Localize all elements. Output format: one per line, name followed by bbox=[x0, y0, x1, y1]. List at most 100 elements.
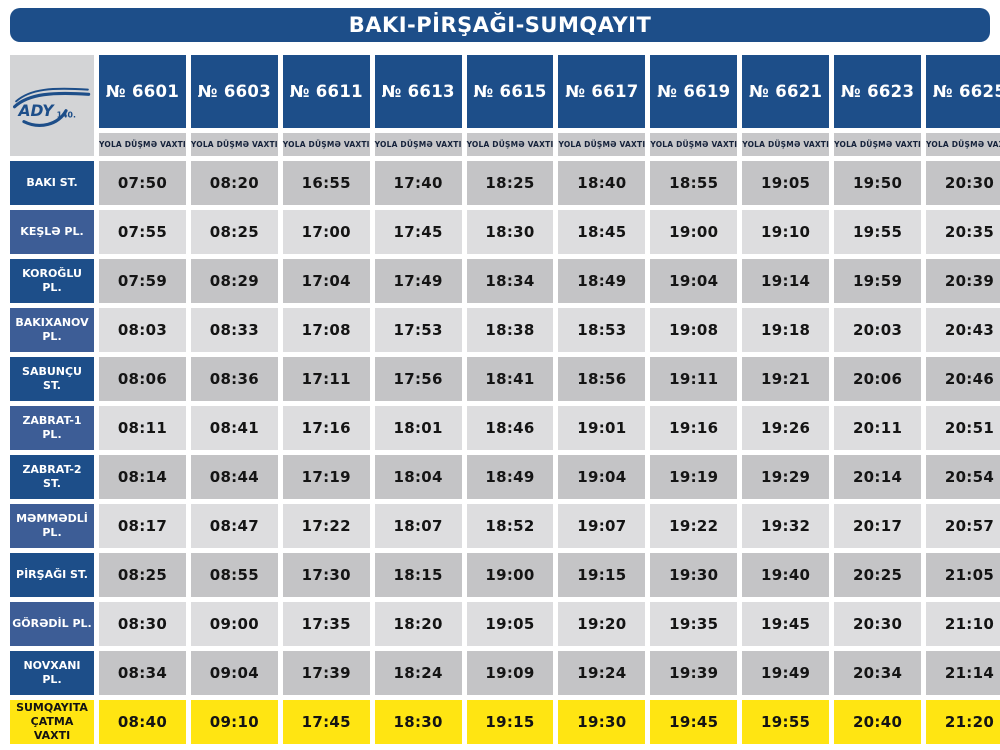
time-cell: 19:16 bbox=[650, 406, 738, 450]
departure-time-label: YOLA DÜŞMƏ VAXTI bbox=[650, 133, 738, 156]
time-cell: 17:00 bbox=[282, 210, 370, 254]
time-cell: 08:47 bbox=[190, 504, 278, 548]
time-cell: 08:33 bbox=[190, 308, 278, 352]
time-cell: 19:18 bbox=[742, 308, 830, 352]
time-cell: 18:49 bbox=[558, 259, 646, 303]
time-cell: 19:15 bbox=[466, 700, 554, 744]
time-cell: 20:51 bbox=[926, 406, 1000, 450]
timetable-grid: ADY 140. № 6601 YOLA DÜŞMƏ VAXTI № 6603 YOL… bbox=[10, 55, 1000, 744]
time-cell: 17:35 bbox=[282, 602, 370, 646]
station-header: ZABRAT-1 PL. bbox=[10, 406, 94, 450]
ady-logo-cell: ADY 140. bbox=[10, 55, 94, 156]
time-cell: 19:01 bbox=[558, 406, 646, 450]
time-cell: 18:52 bbox=[466, 504, 554, 548]
departure-time-label: YOLA DÜŞMƏ VAXTI bbox=[558, 133, 646, 156]
station-header: SUMQAYITA ÇATMA VAXTI bbox=[10, 700, 94, 744]
departure-time-label: YOLA DÜŞMƏ VAXTI bbox=[926, 133, 1000, 156]
time-cell: 20:11 bbox=[834, 406, 922, 450]
time-cell: 18:38 bbox=[466, 308, 554, 352]
time-cell: 08:34 bbox=[99, 651, 186, 695]
time-cell: 07:50 bbox=[99, 161, 186, 205]
train-number-header: № 6601 bbox=[99, 55, 186, 128]
time-cell: 17:45 bbox=[282, 700, 370, 744]
time-cell: 17:56 bbox=[374, 357, 462, 401]
time-cell: 20:03 bbox=[834, 308, 922, 352]
departure-time-label: YOLA DÜŞMƏ VAXTI bbox=[466, 133, 554, 156]
time-cell: 08:44 bbox=[190, 455, 278, 499]
time-cell: 08:20 bbox=[190, 161, 278, 205]
station-header: GÖRƏDİL PL. bbox=[10, 602, 94, 646]
time-cell: 19:10 bbox=[742, 210, 830, 254]
time-cell: 19:22 bbox=[650, 504, 738, 548]
time-cell: 19:19 bbox=[650, 455, 738, 499]
time-cell: 08:41 bbox=[190, 406, 278, 450]
station-header: KEŞLƏ PL. bbox=[10, 210, 94, 254]
time-cell: 19:49 bbox=[742, 651, 830, 695]
departure-time-label: YOLA DÜŞMƏ VAXTI bbox=[742, 133, 830, 156]
time-cell: 18:30 bbox=[466, 210, 554, 254]
time-cell: 18:49 bbox=[466, 455, 554, 499]
time-cell: 21:14 bbox=[926, 651, 1000, 695]
station-header: NOVXANI PL. bbox=[10, 651, 94, 695]
train-number-header: № 6615 bbox=[466, 55, 554, 128]
time-cell: 21:10 bbox=[926, 602, 1000, 646]
time-cell: 19:21 bbox=[742, 357, 830, 401]
time-cell: 19:09 bbox=[466, 651, 554, 695]
time-cell: 18:34 bbox=[466, 259, 554, 303]
time-cell: 19:55 bbox=[742, 700, 830, 744]
time-cell: 20:30 bbox=[926, 161, 1000, 205]
departure-time-label: YOLA DÜŞMƏ VAXTI bbox=[99, 133, 186, 156]
time-cell: 17:22 bbox=[282, 504, 370, 548]
time-cell: 19:00 bbox=[650, 210, 738, 254]
time-cell: 17:45 bbox=[374, 210, 462, 254]
time-cell: 19:04 bbox=[558, 455, 646, 499]
time-cell: 18:30 bbox=[374, 700, 462, 744]
time-cell: 07:55 bbox=[99, 210, 186, 254]
departure-time-label: YOLA DÜŞMƏ VAXTI bbox=[282, 133, 370, 156]
time-cell: 20:30 bbox=[834, 602, 922, 646]
ady-logo-icon: ADY 140. bbox=[13, 87, 91, 127]
time-cell: 19:05 bbox=[742, 161, 830, 205]
time-cell: 19:14 bbox=[742, 259, 830, 303]
station-header: PİRŞAĞI ST. bbox=[10, 553, 94, 597]
departure-time-label: YOLA DÜŞMƏ VAXTI bbox=[834, 133, 922, 156]
time-cell: 20:39 bbox=[926, 259, 1000, 303]
time-cell: 18:07 bbox=[374, 504, 462, 548]
time-cell: 17:04 bbox=[282, 259, 370, 303]
time-cell: 08:40 bbox=[99, 700, 186, 744]
time-cell: 19:15 bbox=[558, 553, 646, 597]
train-number-header: № 6623 bbox=[834, 55, 922, 128]
time-cell: 20:17 bbox=[834, 504, 922, 548]
time-cell: 20:43 bbox=[926, 308, 1000, 352]
time-cell: 21:05 bbox=[926, 553, 1000, 597]
time-cell: 19:35 bbox=[650, 602, 738, 646]
time-cell: 19:50 bbox=[834, 161, 922, 205]
time-cell: 19:26 bbox=[742, 406, 830, 450]
train-number-header: № 6603 bbox=[190, 55, 278, 128]
time-cell: 19:04 bbox=[650, 259, 738, 303]
time-cell: 19:59 bbox=[834, 259, 922, 303]
time-cell: 08:17 bbox=[99, 504, 186, 548]
time-cell: 19:39 bbox=[650, 651, 738, 695]
time-cell: 19:45 bbox=[742, 602, 830, 646]
time-cell: 08:11 bbox=[99, 406, 186, 450]
departure-time-label: YOLA DÜŞMƏ VAXTI bbox=[374, 133, 462, 156]
time-cell: 08:30 bbox=[99, 602, 186, 646]
time-cell: 19:11 bbox=[650, 357, 738, 401]
time-cell: 19:07 bbox=[558, 504, 646, 548]
time-cell: 09:10 bbox=[190, 700, 278, 744]
time-cell: 20:14 bbox=[834, 455, 922, 499]
train-number-header: № 6613 bbox=[374, 55, 462, 128]
time-cell: 07:59 bbox=[99, 259, 186, 303]
train-number-header: № 6621 bbox=[742, 55, 830, 128]
time-cell: 09:00 bbox=[190, 602, 278, 646]
time-cell: 20:57 bbox=[926, 504, 1000, 548]
time-cell: 20:35 bbox=[926, 210, 1000, 254]
time-cell: 20:46 bbox=[926, 357, 1000, 401]
time-cell: 18:25 bbox=[466, 161, 554, 205]
station-header: ZABRAT-2 ST. bbox=[10, 455, 94, 499]
time-cell: 16:55 bbox=[282, 161, 370, 205]
time-cell: 18:15 bbox=[374, 553, 462, 597]
time-cell: 19:32 bbox=[742, 504, 830, 548]
